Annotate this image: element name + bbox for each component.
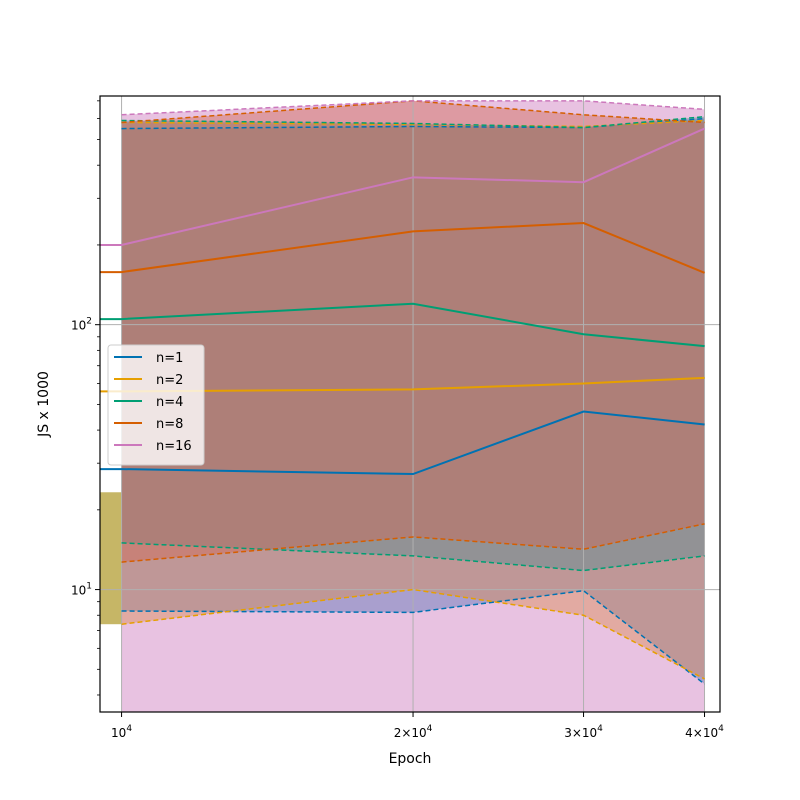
y-axis-label: JS x 1000 — [36, 371, 52, 438]
line-n=8 — [100, 222, 705, 274]
legend-label: n=2 — [156, 373, 183, 388]
upper-bound-n=4 — [121, 115, 705, 129]
x-tick-label: 3×104 — [564, 724, 603, 740]
legend-label: n=1 — [156, 351, 183, 366]
legend-label: n=4 — [156, 395, 183, 410]
plot-frame — [99, 95, 721, 713]
extra-band — [100, 492, 122, 625]
upper-bound-n=8 — [121, 100, 705, 124]
line-n=16 — [100, 127, 705, 246]
legend-box — [107, 344, 205, 466]
bound-lines — [121, 100, 705, 685]
line-n=4 — [100, 302, 705, 348]
series-lines — [100, 127, 705, 476]
lower-bound-n=8 — [121, 523, 705, 563]
legend: n=1 n=2 n=4 n=8 n=16 — [107, 344, 205, 466]
lower-bound-n=2 — [121, 588, 705, 680]
lower-bound-n=1 — [121, 589, 705, 685]
legend-label: n=8 — [156, 417, 183, 432]
x-tick-label: 2×104 — [394, 724, 433, 740]
x-tick-label: 4×104 — [685, 724, 724, 740]
x-axis-label: Epoch — [389, 751, 432, 767]
upper-bound-n=16 — [121, 100, 705, 116]
line-n=1 — [100, 410, 705, 476]
legend-label: n=16 — [156, 439, 192, 454]
